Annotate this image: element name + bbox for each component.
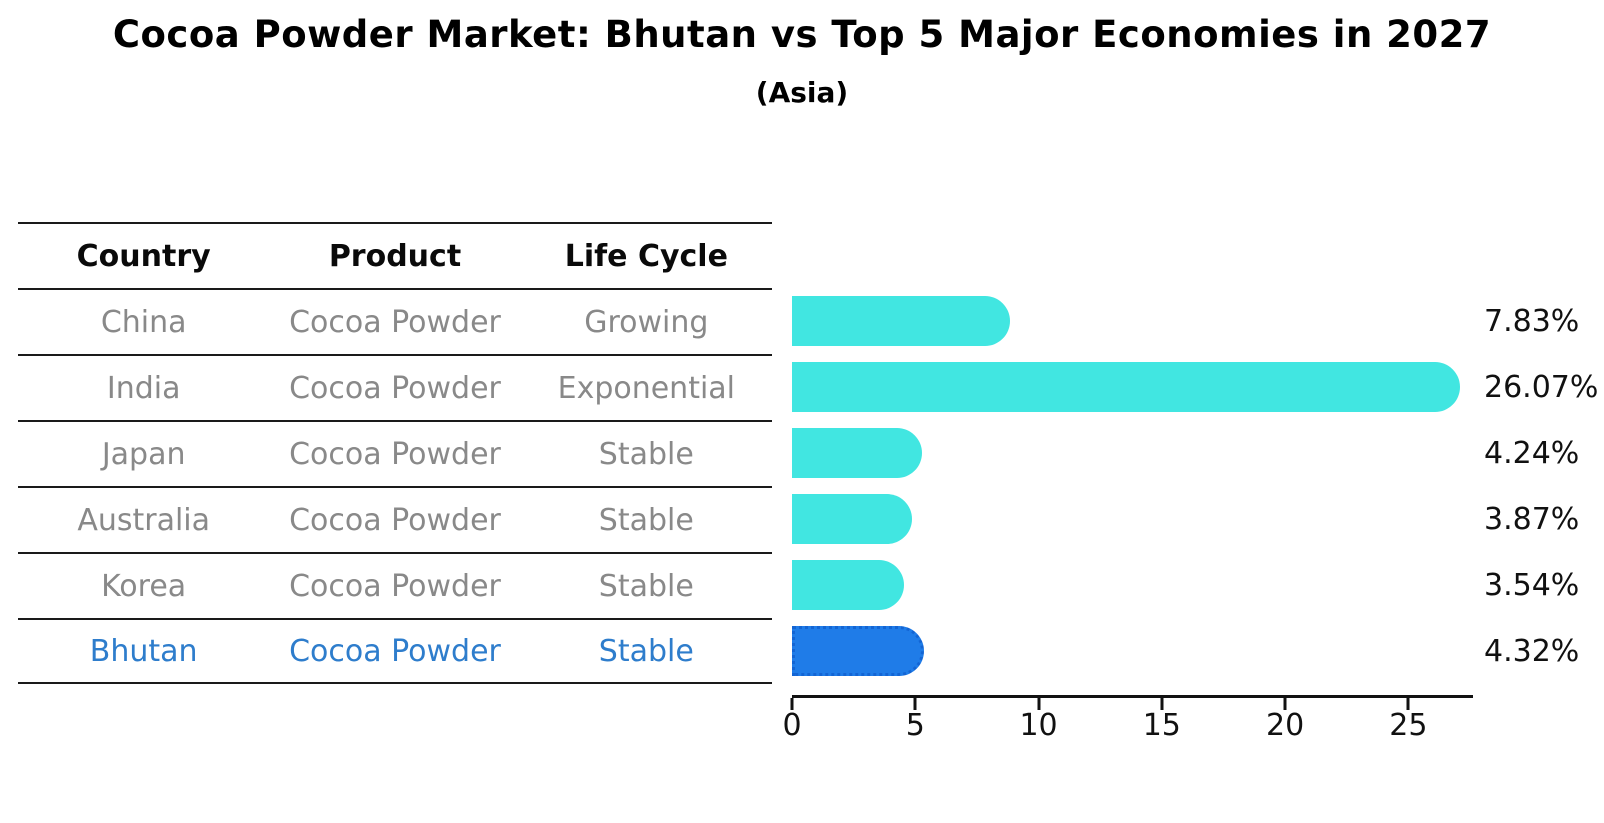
x-tick-mark <box>1406 698 1410 710</box>
bar-row-bhutan <box>792 626 1470 676</box>
table-row-china: China Cocoa Powder Growing <box>18 288 772 354</box>
life-cycle-cell: Stable <box>598 436 694 472</box>
x-tick-mark <box>1283 698 1287 710</box>
bar-row-india <box>792 362 1470 412</box>
x-tick-label: 15 <box>1142 708 1181 743</box>
country-cell: Bhutan <box>89 633 198 669</box>
country-cell: China <box>100 304 187 340</box>
table-header-row: Country Product Life Cycle <box>18 222 772 288</box>
x-tick-mark <box>1037 698 1041 710</box>
chart-subtitle: (Asia) <box>755 76 849 109</box>
bar-row-korea <box>792 560 1470 610</box>
life-cycle-cell: Exponential <box>557 370 736 406</box>
x-tick-label: 0 <box>782 708 802 743</box>
table-row-bhutan: Bhutan Cocoa Powder Stable <box>18 618 772 684</box>
product-cell: Cocoa Powder <box>289 633 501 669</box>
bar-row-japan <box>792 428 1470 478</box>
country-cell: Japan <box>101 436 186 472</box>
product-cell: Cocoa Powder <box>289 304 501 340</box>
country-cell: India <box>106 370 181 406</box>
bar-korea <box>792 560 905 610</box>
column-header-product: Product <box>328 238 462 274</box>
bar-bhutan-highlighted <box>792 626 924 676</box>
value-label-china: 7.83% <box>1484 303 1580 339</box>
life-cycle-cell: Growing <box>584 304 709 340</box>
value-label-bhutan: 4.32% <box>1484 633 1580 669</box>
column-header-country: Country <box>76 238 211 274</box>
bar-japan <box>792 428 922 478</box>
bar-row-australia <box>792 494 1470 544</box>
value-label-japan: 4.24% <box>1484 435 1580 471</box>
x-tick-mark <box>1160 698 1164 710</box>
bar-australia <box>792 494 913 544</box>
bar-india <box>792 362 1460 412</box>
x-tick-label: 25 <box>1389 708 1428 743</box>
x-tick-label: 5 <box>905 708 925 743</box>
x-tick-mark <box>790 698 794 710</box>
product-cell: Cocoa Powder <box>289 568 501 604</box>
country-table: Country Product Life Cycle China Cocoa P… <box>18 222 772 684</box>
product-cell: Cocoa Powder <box>289 370 501 406</box>
x-axis-line <box>792 695 1473 698</box>
country-cell: Australia <box>77 502 211 538</box>
product-cell: Cocoa Powder <box>289 502 501 538</box>
value-label-korea: 3.54% <box>1484 567 1580 603</box>
chart-title: Cocoa Powder Market: Bhutan vs Top 5 Maj… <box>112 13 1492 56</box>
bar-row-china <box>792 296 1470 346</box>
table-row-australia: Australia Cocoa Powder Stable <box>18 486 772 552</box>
x-tick-label: 10 <box>1019 708 1058 743</box>
country-cell: Korea <box>101 568 187 604</box>
product-cell: Cocoa Powder <box>289 436 501 472</box>
table-row-india: India Cocoa Powder Exponential <box>18 354 772 420</box>
column-header-life-cycle: Life Cycle <box>564 238 728 274</box>
life-cycle-cell: Stable <box>598 568 694 604</box>
life-cycle-cell: Stable <box>598 502 694 538</box>
value-label-india: 26.07% <box>1484 369 1599 405</box>
bar-china <box>792 296 1011 346</box>
x-tick-mark <box>913 698 917 710</box>
value-label-australia: 3.87% <box>1484 501 1580 537</box>
table-row-japan: Japan Cocoa Powder Stable <box>18 420 772 486</box>
x-tick-label: 20 <box>1265 708 1305 743</box>
table-row-korea: Korea Cocoa Powder Stable <box>18 552 772 618</box>
life-cycle-cell: Stable <box>598 633 694 669</box>
